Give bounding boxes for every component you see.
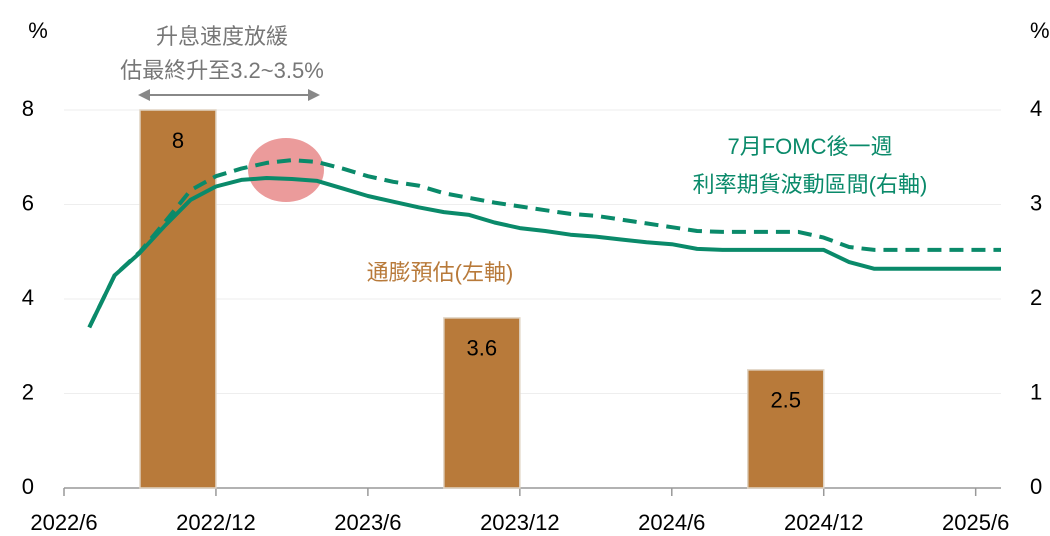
x-tick-label: 2025/6 xyxy=(942,510,1009,535)
annotation: 升息速度放緩 xyxy=(156,24,288,49)
x-tick-label: 2024/12 xyxy=(784,510,864,535)
y-tick-label: 6 xyxy=(22,190,34,215)
y2-axis-label: % xyxy=(1030,18,1050,43)
bar-value-label: 8 xyxy=(172,128,184,153)
bar xyxy=(747,369,825,489)
annotation: 估最終升至3.2~3.5% xyxy=(120,58,324,83)
y2-tick-label: 2 xyxy=(1030,285,1042,310)
line xyxy=(87,176,1001,329)
x-tick-label: 2023/6 xyxy=(334,510,401,535)
x-tick-label: 2024/6 xyxy=(638,510,705,535)
line-label: 7月FOMC後一週 xyxy=(727,134,892,159)
highlight-ellipse xyxy=(248,138,324,202)
annotation-arrow xyxy=(138,89,320,101)
dashed-line xyxy=(87,158,1001,329)
y2-tick-label: 0 xyxy=(1030,474,1042,499)
y-tick-label: 8 xyxy=(22,96,34,121)
bar-value-label: 3.6 xyxy=(467,336,498,361)
y-tick-label: 0 xyxy=(22,474,34,499)
x-tick-label: 2022/12 xyxy=(176,510,256,535)
x-tick-label: 2023/12 xyxy=(480,510,560,535)
y-tick-label: 2 xyxy=(22,379,34,404)
bar-legend-label: 通膨預估(左軸) xyxy=(367,260,514,285)
x-tick-label: 2022/6 xyxy=(30,510,97,535)
bar-value-label: 2.5 xyxy=(770,388,801,413)
y2-tick-label: 3 xyxy=(1030,190,1042,215)
y-axis-label: % xyxy=(28,18,48,43)
y2-tick-label: 4 xyxy=(1030,96,1042,121)
y2-tick-label: 1 xyxy=(1030,379,1042,404)
line-label: 利率期貨波動區間(右軸) xyxy=(693,172,928,197)
y-tick-label: 4 xyxy=(22,285,34,310)
bar xyxy=(443,317,521,489)
bar xyxy=(139,109,217,489)
